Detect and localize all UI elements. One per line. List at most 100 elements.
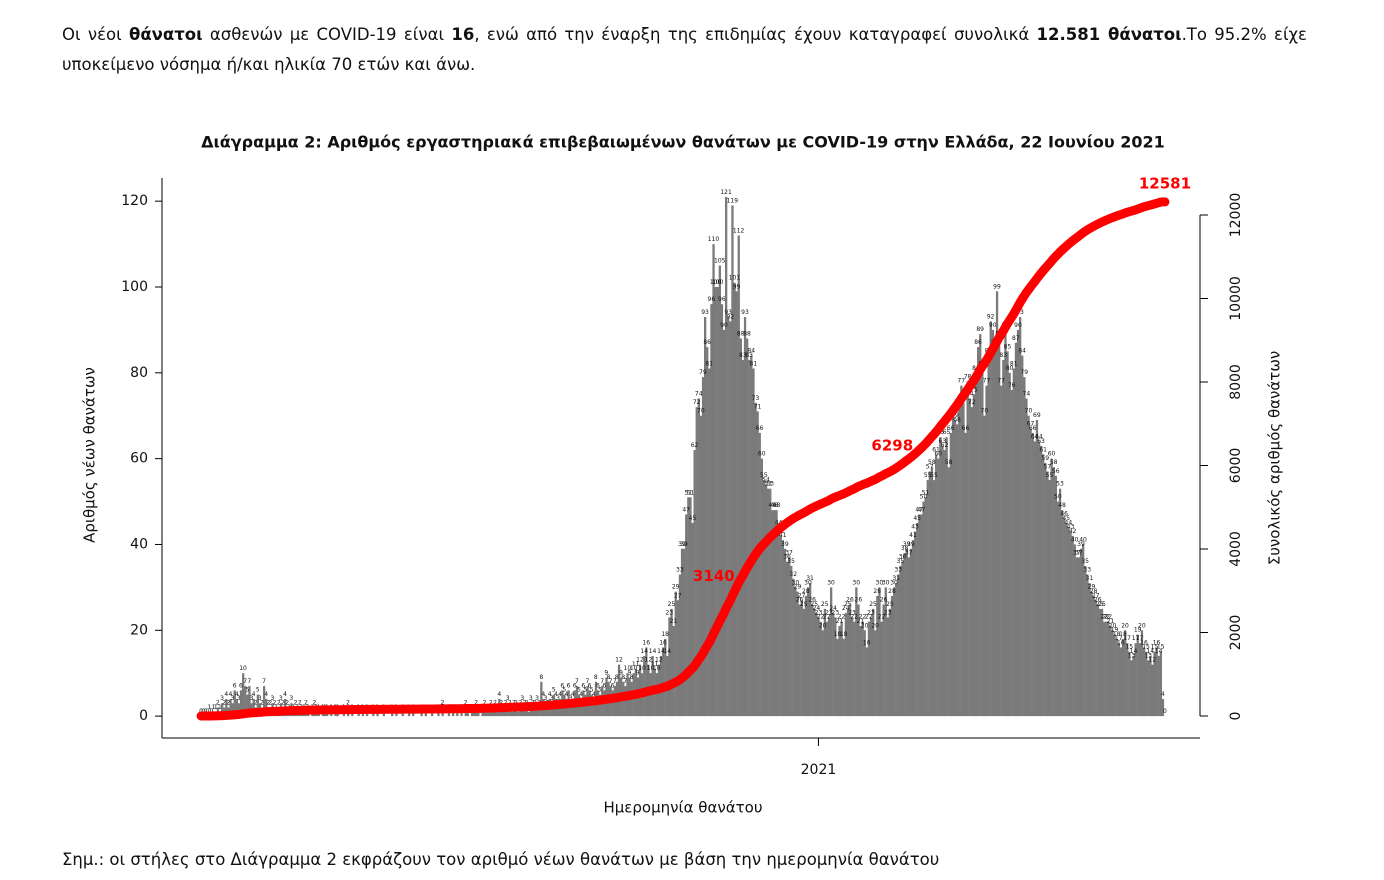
data-label: 81: [750, 361, 758, 368]
data-label: 15: [1125, 644, 1133, 651]
data-label: 64: [1035, 433, 1043, 440]
data-label: 76: [1008, 382, 1016, 389]
data-label: 71: [754, 403, 762, 410]
data-label: 5: [577, 687, 581, 694]
data-label: 3: [258, 695, 262, 702]
bar: [878, 587, 881, 717]
bar: [1088, 583, 1091, 717]
data-label: 121: [720, 189, 732, 196]
bar: [991, 329, 994, 717]
data-label: 96: [718, 296, 726, 303]
data-label: 92: [726, 313, 734, 320]
bar: [1073, 544, 1076, 717]
bar: [813, 608, 816, 717]
bar: [242, 673, 245, 717]
bar: [519, 707, 522, 717]
data-label: 58: [1050, 459, 1058, 466]
data-label: 2: [499, 700, 503, 707]
data-label: 4: [497, 691, 501, 698]
data-label: 110: [708, 236, 720, 243]
data-label: 88: [737, 330, 745, 337]
bar: [987, 355, 990, 717]
data-label: 14: [1146, 648, 1154, 655]
data-label: 35: [787, 558, 795, 565]
data-label: 68: [953, 416, 961, 423]
data-label: 11: [632, 661, 640, 668]
data-label: 8: [594, 674, 598, 681]
data-label: 50: [920, 494, 928, 501]
bar: [515, 707, 518, 717]
data-label: 60: [934, 451, 942, 458]
bar: [1149, 656, 1152, 717]
data-label: 20: [1109, 622, 1117, 629]
bar: [695, 407, 698, 717]
data-label: 28: [1090, 588, 1098, 595]
data-label: 3: [520, 695, 524, 702]
bar: [966, 381, 969, 717]
data-label: 20: [1138, 622, 1146, 629]
bar: [676, 600, 679, 717]
data-label: 18: [834, 631, 842, 638]
bar: [1054, 475, 1057, 717]
bar: [1061, 510, 1064, 717]
data-label: 35: [897, 558, 905, 565]
bar: [1090, 591, 1093, 717]
footnote: Σημ.: οι στήλες στο Διάγραμμα 2 εκφράζου…: [62, 850, 940, 869]
data-label: 30: [890, 579, 898, 586]
data-label: 10: [624, 665, 632, 672]
data-label: 3: [220, 695, 224, 702]
bar: [372, 711, 375, 717]
data-label: 16: [1117, 639, 1125, 646]
bar: [611, 690, 614, 717]
data-label: 72: [693, 399, 701, 406]
data-label: 14: [1155, 648, 1163, 655]
bar: [1002, 359, 1005, 717]
data-label: 6: [588, 682, 592, 689]
bar: [792, 578, 795, 717]
data-label: 37: [785, 549, 793, 556]
bar: [1008, 372, 1011, 717]
bar: [748, 359, 751, 717]
data-label: 36: [783, 554, 791, 561]
bar: [1016, 329, 1020, 717]
bar: [779, 535, 782, 717]
data-label: 3: [544, 695, 548, 702]
data-label: 18: [1119, 631, 1127, 638]
bar: [510, 711, 514, 717]
data-label: 4: [1161, 691, 1165, 698]
data-label: 10: [638, 665, 646, 672]
data-label: 53: [1056, 481, 1064, 488]
bar: [670, 608, 673, 717]
data-label: 21: [857, 618, 865, 625]
bar: [809, 583, 812, 717]
data-label: 89: [976, 326, 984, 333]
data-label: 51: [687, 489, 695, 496]
bar: [447, 711, 451, 717]
bar: [1140, 630, 1144, 717]
bar: [237, 703, 241, 717]
data-label: 6: [560, 682, 564, 689]
bar: [758, 432, 761, 717]
data-label: 37: [905, 549, 913, 556]
data-label: 58: [945, 459, 953, 466]
bar: [825, 621, 829, 717]
bar: [718, 265, 721, 717]
bar: [1069, 531, 1072, 717]
data-label: 14: [640, 648, 648, 655]
bar: [926, 480, 929, 717]
bar: [687, 497, 690, 717]
y-tick-label: 120: [121, 193, 148, 209]
bar: [502, 711, 505, 717]
data-label: 23: [867, 609, 875, 616]
bar: [956, 424, 959, 717]
bar: [674, 591, 677, 717]
bar: [225, 698, 228, 717]
data-label: 40: [1071, 536, 1079, 543]
data-label: 13: [1144, 652, 1152, 659]
bar: [580, 698, 583, 717]
bar: [1058, 488, 1062, 717]
data-label: 11: [651, 661, 659, 668]
data-label: 3: [550, 695, 554, 702]
data-label: 16: [1153, 639, 1161, 646]
bar: [662, 647, 665, 717]
